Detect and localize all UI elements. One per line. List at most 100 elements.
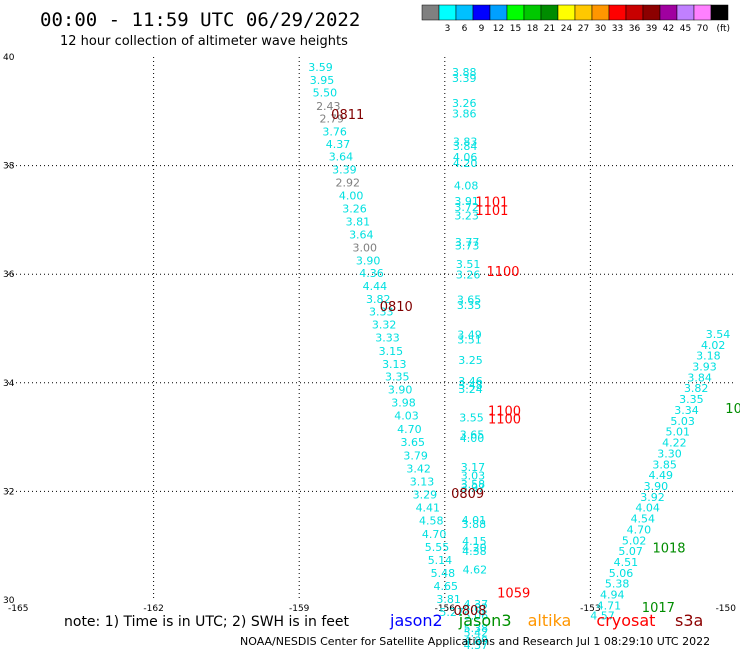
wave-height-label: 3.55 xyxy=(459,412,484,425)
wave-height-label: 4.02 xyxy=(701,339,726,352)
wave-height-label: 3.88 xyxy=(452,66,477,79)
wave-height-label: 3.34 xyxy=(674,404,699,417)
colorbar-swatch xyxy=(506,4,525,21)
wave-height-label: 4.03 xyxy=(394,409,419,422)
colorbar-swatch xyxy=(421,4,440,21)
wave-height-label: 3.33 xyxy=(369,306,394,319)
legend-entry-altika: altika xyxy=(528,611,572,630)
wave-height-label: 3.48 xyxy=(458,379,483,392)
wave-height-label: 5.27 xyxy=(439,606,464,619)
colorbar-tick-label: 12 xyxy=(493,24,504,34)
wave-height-label: 3.23 xyxy=(454,210,479,223)
wave-height-label: 3.39 xyxy=(332,163,357,176)
wave-height-label: 4.37 xyxy=(464,598,489,611)
wave-height-label: 3.35 xyxy=(385,370,410,383)
colorbar-swatch xyxy=(608,4,627,21)
colorbar-tick-label: 33 xyxy=(612,24,623,34)
wave-height-label: 3.26 xyxy=(456,269,481,282)
pass-time-label: 1101 xyxy=(475,195,508,210)
y-tick-label: 32 xyxy=(3,487,14,497)
pass-time-label: 0810 xyxy=(380,300,413,315)
colorbar-swatch xyxy=(574,4,593,21)
legend-entry-s3a: s3a xyxy=(675,611,703,630)
wave-height-label: 3.95 xyxy=(310,74,335,87)
wave-height-label: 3.79 xyxy=(403,450,428,463)
wave-height-label: 3.64 xyxy=(349,229,374,242)
wave-height-label: 5.02 xyxy=(622,534,647,547)
colorbar-swatch xyxy=(659,4,678,21)
colorbar-tick-label: 45 xyxy=(680,24,691,34)
pass-time-label: 1059 xyxy=(497,586,530,601)
colorbar-tick-label: 6 xyxy=(462,24,468,34)
wave-height-label: 2.43 xyxy=(316,100,341,113)
colorbar-tick-label: 42 xyxy=(663,24,674,34)
wave-height-label: 5.55 xyxy=(425,541,450,554)
wave-height-label: 3.65 xyxy=(401,436,426,449)
pass-time-label: 1100 xyxy=(488,404,521,419)
wave-height-label: 4.37 xyxy=(326,138,351,151)
wave-height-label: 3.25 xyxy=(458,354,483,367)
colorbar-tick-label: 30 xyxy=(595,24,607,34)
wave-height-label: 3.77 xyxy=(455,236,480,249)
colorbar-tick-label: 21 xyxy=(544,24,555,34)
colorbar-swatch xyxy=(591,4,610,21)
colorbar-tick-label: 9 xyxy=(479,24,485,34)
wave-height-label: 4.94 xyxy=(600,589,625,602)
wave-height-label: 4.15 xyxy=(462,535,487,548)
wave-height-label: 5.42 xyxy=(464,627,489,640)
wave-height-label: 3.46 xyxy=(458,375,483,388)
wave-height-label: 3.33 xyxy=(375,332,400,345)
x-tick-label: -165 xyxy=(8,604,28,614)
wave-height-label: 3.58 xyxy=(461,478,486,491)
wave-height-label: 4.70 xyxy=(627,523,652,536)
wave-height-label: 2.79 xyxy=(319,112,344,125)
wave-height-label: 4.08 xyxy=(454,180,479,193)
wave-height-label: 3.90 xyxy=(356,255,381,268)
colorbar-tick-label: 27 xyxy=(578,24,589,34)
wave-height-label: 3.13 xyxy=(382,358,407,371)
wave-height-label: 4.04 xyxy=(635,502,660,515)
wave-height-label: 3.64 xyxy=(329,150,354,163)
footer-credit: NOAA/NESDIS Center for Satellite Applica… xyxy=(240,635,710,648)
x-tick-label: -156 xyxy=(435,604,456,614)
wave-height-label: 3.82 xyxy=(366,293,391,306)
pass-time-label: 0811 xyxy=(331,108,364,123)
footer-note: note: 1) Time is in UTC; 2) SWH is in fe… xyxy=(64,614,350,630)
wave-height-label: 4.49 xyxy=(649,469,674,482)
wave-height-label: 3.35 xyxy=(679,393,704,406)
pass-time-label: 1101 xyxy=(475,204,508,219)
pass-time-label: 1018 xyxy=(652,541,685,556)
x-tick-label: -150 xyxy=(716,604,737,614)
colorbar-tick-label: 36 xyxy=(629,24,641,34)
wave-height-label: 4.37 xyxy=(464,639,489,650)
wave-height-label: 3.98 xyxy=(391,396,416,409)
wave-height-label: 3.81 xyxy=(346,216,371,229)
wave-height-label: 3.03 xyxy=(461,470,486,483)
axis-tick-labels: -165 -162 -159 -156 -153 -150 40 38 36 34 32 30 xyxy=(3,53,736,614)
wave-height-label: 4.58 xyxy=(419,515,444,528)
y-tick-label: 38 xyxy=(3,162,15,172)
pass-time-label: 1100 xyxy=(486,265,519,280)
y-tick-label: 30 xyxy=(3,596,15,606)
legend-entry-jason3: jason3 xyxy=(458,611,512,630)
wave-height-label: 3.92 xyxy=(640,491,665,504)
wave-height-label: 5.01 xyxy=(666,426,691,439)
colorbar-swatch xyxy=(540,4,559,21)
wave-height-label: 4.82 xyxy=(464,602,489,615)
wave-height-label: 3.85 xyxy=(652,458,677,471)
colorbar-unit: (ft) xyxy=(716,24,730,34)
colorbar-tick-label: 70 xyxy=(697,24,709,34)
wave-height-label: 3.84 xyxy=(687,371,712,384)
colorbar-swatch xyxy=(693,4,712,21)
pass-time-label: 10 xyxy=(725,402,740,417)
wave-height-label: 3.26 xyxy=(342,202,367,215)
wave-height-label: 4.51 xyxy=(614,556,639,569)
x-tick-label: -153 xyxy=(580,604,600,614)
wave-height-label: 5.38 xyxy=(464,622,489,635)
wave-height-label: 5.06 xyxy=(464,610,489,623)
wave-height-label: 4.62 xyxy=(463,564,488,577)
colorbar-swatch xyxy=(489,4,508,21)
wave-height-label: 3.88 xyxy=(462,518,487,531)
wave-height-label: 4.22 xyxy=(662,437,687,450)
